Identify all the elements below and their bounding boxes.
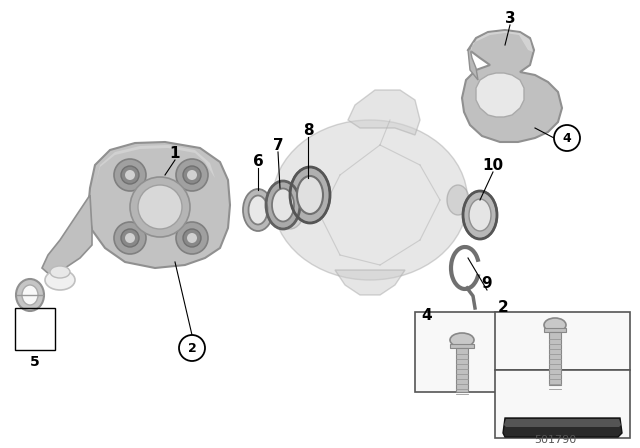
Text: 7: 7 [273,138,284,152]
Circle shape [121,229,139,247]
Bar [549,332,561,385]
Circle shape [183,166,201,184]
Polygon shape [348,90,420,135]
Polygon shape [88,142,230,268]
Text: 8: 8 [303,122,314,138]
Text: 6: 6 [253,154,264,168]
Circle shape [554,125,580,151]
Polygon shape [95,145,215,188]
Ellipse shape [248,195,268,224]
Text: 10: 10 [483,158,504,172]
Polygon shape [476,73,524,117]
Bar [450,344,474,348]
Ellipse shape [22,285,38,305]
Circle shape [176,159,208,191]
Ellipse shape [272,189,294,221]
Ellipse shape [45,270,75,290]
Circle shape [125,233,135,243]
Ellipse shape [276,191,304,229]
Circle shape [121,166,139,184]
Bar [544,328,566,332]
Text: 2: 2 [188,341,196,354]
Polygon shape [335,270,405,295]
Ellipse shape [469,199,491,231]
Ellipse shape [16,279,44,311]
Circle shape [183,229,201,247]
Ellipse shape [447,185,469,215]
Circle shape [179,335,205,361]
Circle shape [130,177,190,237]
Polygon shape [470,31,533,52]
Bar [415,312,500,392]
Circle shape [187,170,197,180]
Text: 501790: 501790 [534,435,576,445]
Circle shape [114,222,146,254]
Text: 9: 9 [482,276,492,290]
Polygon shape [42,195,92,275]
Bar [495,312,630,370]
Ellipse shape [544,318,566,332]
Polygon shape [468,48,478,80]
Circle shape [176,222,208,254]
Ellipse shape [463,191,497,239]
Ellipse shape [273,120,467,280]
Circle shape [138,185,182,229]
Polygon shape [503,418,622,437]
Ellipse shape [50,266,70,278]
Ellipse shape [266,181,300,229]
Text: 3: 3 [505,10,515,26]
Bar [456,348,468,392]
Text: 4: 4 [563,132,572,145]
Circle shape [125,170,135,180]
Ellipse shape [450,333,474,347]
Polygon shape [462,30,562,142]
Bar [15,308,55,350]
Text: 5: 5 [30,355,40,369]
Text: 4: 4 [422,307,432,323]
Ellipse shape [297,176,323,214]
Circle shape [114,159,146,191]
Polygon shape [504,419,621,427]
Text: 1: 1 [170,146,180,160]
Ellipse shape [290,167,330,223]
Ellipse shape [243,189,273,231]
Bar [495,370,630,438]
Text: 2: 2 [498,300,508,314]
Circle shape [187,233,197,243]
